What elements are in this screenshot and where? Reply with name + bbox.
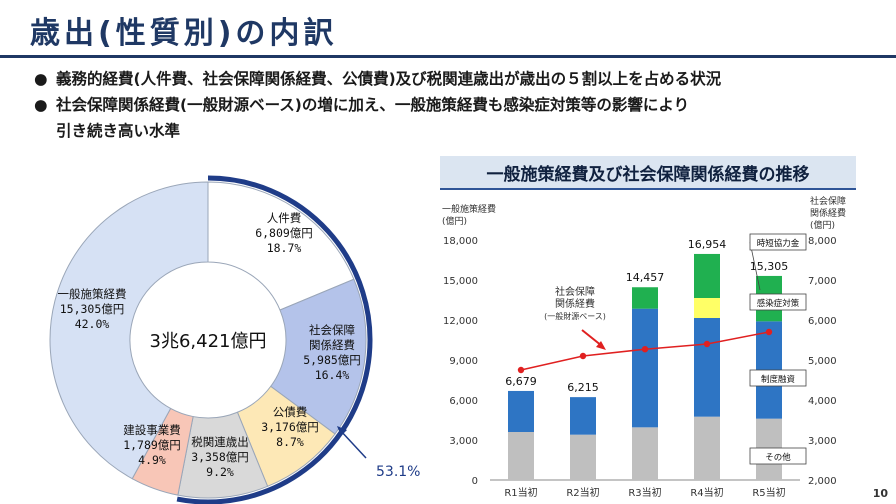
- bar-total-label: 6,215: [567, 381, 599, 394]
- y-right-tick: 5,000: [808, 356, 837, 367]
- line-annotation: 社会保障: [555, 285, 595, 298]
- y-left-tick: 0: [472, 476, 478, 487]
- legend-box: [749, 447, 807, 465]
- y-left-tick: 3,000: [449, 436, 478, 447]
- y-left-tick: 9,000: [449, 356, 478, 367]
- bar-segment-制度融資-R3当初: [632, 308, 658, 428]
- bar-segment-その他-R4当初: [694, 416, 720, 480]
- line-point: [703, 340, 711, 348]
- line-point: [517, 366, 525, 374]
- pie-label-1: 社会保障関係経費 5,985億円 16.4%: [303, 323, 361, 382]
- y-left-title: 一般施策経費: [442, 203, 496, 215]
- y-right-tick: 3,000: [808, 436, 837, 447]
- bar-segment-時短協力金-R3当初: [632, 287, 658, 309]
- bar-segment-その他-R2当初: [570, 434, 596, 480]
- bar-segment-制度融資-R1当初: [508, 390, 534, 432]
- bar-total-label: 16,954: [688, 238, 727, 251]
- bar-total-label: 15,305: [750, 260, 789, 273]
- y-right-tick: 7,000: [808, 276, 837, 287]
- line-annotation-arrow: [581, 329, 603, 347]
- page-number: 10: [872, 487, 888, 500]
- y-right-tick: 4,000: [808, 396, 837, 407]
- line-point: [641, 346, 649, 353]
- y-right-title: (億円): [810, 219, 835, 231]
- y-left-tick: 15,000: [443, 276, 478, 287]
- pie-label-5: 一般施策経費 15,305億円 42.0%: [58, 287, 127, 331]
- pie-slice-0: [207, 181, 355, 311]
- bullet-2: ● 社会保障関係経費(一般財源ベース)の増に加え、一般施策経費も感染症対策等の影響…: [34, 92, 721, 118]
- y-left-title: (億円): [442, 215, 467, 227]
- x-tick-label: R3当初: [628, 486, 661, 499]
- bar-total-label: 14,457: [626, 271, 665, 284]
- bar-segment-その他-R1当初: [508, 432, 534, 480]
- legend-label: 感染症対策: [757, 298, 800, 309]
- y-right-title: 社会保障: [810, 195, 846, 207]
- pie-slice-5: [49, 181, 209, 480]
- line-annotation-arrowhead: [596, 341, 606, 350]
- y-right-tick: 6,000: [808, 316, 837, 327]
- bar-segment-制度融資-R4当初: [694, 318, 720, 417]
- y-left-tick: 18,000: [443, 236, 478, 247]
- y-left-tick: 6,000: [449, 396, 478, 407]
- highlight-label: 53.1%: [376, 464, 420, 480]
- bullet-2-continuation: 引き続き高い水準: [56, 122, 181, 140]
- y-left-tick: 12,000: [443, 316, 478, 327]
- x-tick-label: R1当初: [504, 486, 537, 499]
- pie-label-4: 建設事業費 1,789億円 4.9%: [123, 423, 181, 467]
- highlight-arrow: [339, 429, 367, 459]
- summary-bullets: ● 義務的経費(人件費、社会保障関係経費、公債費)及び税関連歳出が歳出の５割以上を…: [34, 66, 721, 144]
- legend-box: [749, 369, 807, 387]
- legend-label: 時短協力金: [757, 238, 800, 249]
- bullet-1: ● 義務的経費(人件費、社会保障関係経費、公債費)及び税関連歳出が歳出の５割以上を…: [34, 66, 721, 92]
- bar-total-label: 6,679: [505, 375, 537, 388]
- y-right-tick: 8,000: [808, 236, 837, 247]
- y-right-title: 関係経費: [810, 207, 846, 219]
- y-right-tick: 2,000: [808, 476, 837, 487]
- pie-center-label: 3兆6,421億円: [150, 331, 267, 352]
- x-tick-label: R4当初: [690, 486, 723, 499]
- legend-label: その他: [765, 452, 791, 463]
- x-tick-label: R2当初: [566, 486, 599, 499]
- bullet-dot-icon: ●: [34, 96, 48, 114]
- line-annotation: 関係経費: [555, 297, 595, 310]
- highlight-arrowhead: [337, 426, 347, 436]
- legend-box: [749, 293, 807, 311]
- legend-label: 制度融資: [761, 374, 795, 385]
- bar-segment-制度融資-R2当初: [570, 397, 596, 435]
- legend-box: [749, 233, 807, 251]
- bar-segment-時短協力金-R4当初: [694, 253, 720, 298]
- x-tick-label: R5当初: [752, 486, 785, 499]
- bar-chart-title: 一般施策経費及び社会保障関係経費の推移: [440, 156, 856, 190]
- line-point: [765, 328, 773, 336]
- page-title: 歳出(性質別)の内訳: [30, 16, 338, 51]
- pie-label-0: 人件費 6,809億円 18.7%: [255, 211, 313, 255]
- line-annotation: (一般財源ベース): [544, 311, 606, 321]
- pie-label-3: 税関連歳出 3,358億円 9.2%: [191, 435, 249, 479]
- bar-segment-その他-R3当初: [632, 427, 658, 480]
- bar-segment-感染症対策-R4当初: [694, 298, 720, 318]
- title-rule: [0, 55, 896, 58]
- highlight-arc: [176, 175, 373, 504]
- bullet-dot-icon: ●: [34, 70, 48, 88]
- pie-slice-1: [270, 278, 367, 435]
- pie-label-2: 公債費 3,176億円 8.7%: [261, 405, 319, 449]
- line-point: [579, 352, 587, 360]
